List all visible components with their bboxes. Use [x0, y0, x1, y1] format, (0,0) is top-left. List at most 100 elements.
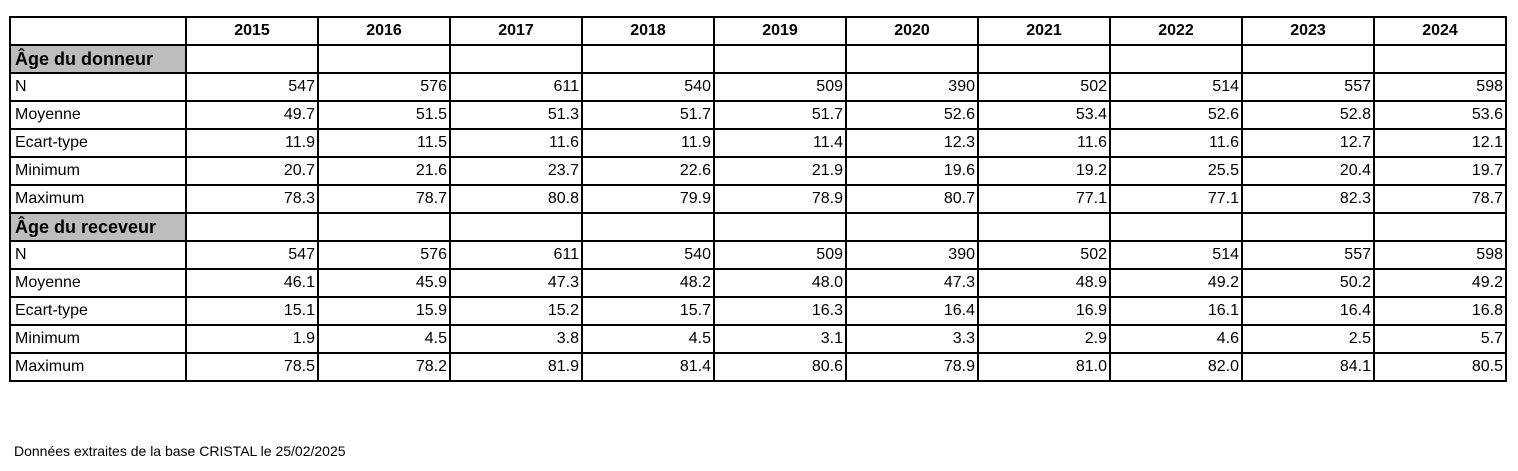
source-footnote: Données extraites de la base CRISTAL le … — [14, 443, 346, 459]
value-cell: 81.4 — [581, 352, 715, 382]
empty-cell — [845, 212, 979, 242]
empty-cell — [317, 212, 451, 242]
value-cell: 509 — [713, 240, 847, 270]
value-cell: 49.7 — [185, 100, 319, 130]
value-cell: 12.3 — [845, 128, 979, 158]
value-cell: 51.7 — [581, 100, 715, 130]
table-row: Minimum 1.9 4.5 3.8 4.5 3.1 3.3 2.9 4.6 2.5 5.7 — [9, 324, 1507, 354]
empty-cell — [449, 44, 583, 74]
value-cell: 48.0 — [713, 268, 847, 298]
empty-cell — [1109, 44, 1243, 74]
value-cell: 53.4 — [977, 100, 1111, 130]
value-cell: 46.1 — [185, 268, 319, 298]
value-cell: 80.7 — [845, 184, 979, 214]
value-cell: 547 — [185, 72, 319, 102]
value-cell: 15.9 — [317, 296, 451, 326]
value-cell: 78.7 — [1373, 184, 1507, 214]
value-cell: 78.7 — [317, 184, 451, 214]
value-cell: 16.4 — [845, 296, 979, 326]
value-cell: 502 — [977, 240, 1111, 270]
empty-cell — [317, 44, 451, 74]
value-cell: 15.7 — [581, 296, 715, 326]
year-header: 2022 — [1109, 16, 1243, 46]
table-row: Minimum 20.7 21.6 23.7 22.6 21.9 19.6 19.2 25.5 2… — [9, 156, 1507, 186]
year-header: 2018 — [581, 16, 715, 46]
year-header: 2024 — [1373, 16, 1507, 46]
value-cell: 16.4 — [1241, 296, 1375, 326]
empty-cell — [1373, 212, 1507, 242]
value-cell: 51.3 — [449, 100, 583, 130]
empty-cell — [845, 44, 979, 74]
value-cell: 80.8 — [449, 184, 583, 214]
value-cell: 78.2 — [317, 352, 451, 382]
year-header: 2015 — [185, 16, 319, 46]
row-label: N — [9, 72, 187, 102]
year-header: 2016 — [317, 16, 451, 46]
value-cell: 77.1 — [977, 184, 1111, 214]
value-cell: 540 — [581, 240, 715, 270]
value-cell: 576 — [317, 72, 451, 102]
row-label: Moyenne — [9, 268, 187, 298]
row-label: Moyenne — [9, 100, 187, 130]
value-cell: 598 — [1373, 240, 1507, 270]
value-cell: 78.9 — [713, 184, 847, 214]
table-row: N 547 576 611 540 509 390 502 514 557 598 — [9, 240, 1507, 270]
empty-cell — [581, 44, 715, 74]
row-label: Minimum — [9, 324, 187, 354]
value-cell: 80.5 — [1373, 352, 1507, 382]
row-label: Minimum — [9, 156, 187, 186]
value-cell: 11.6 — [977, 128, 1111, 158]
value-cell: 509 — [713, 72, 847, 102]
value-cell: 514 — [1109, 240, 1243, 270]
value-cell: 20.4 — [1241, 156, 1375, 186]
row-label: Ecart-type — [9, 296, 187, 326]
value-cell: 45.9 — [317, 268, 451, 298]
table-row: Ecart-type 11.9 11.5 11.6 11.9 11.4 12.3 11.6 11… — [9, 128, 1507, 158]
value-cell: 12.7 — [1241, 128, 1375, 158]
value-cell: 611 — [449, 72, 583, 102]
row-label: Maximum — [9, 352, 187, 382]
value-cell: 540 — [581, 72, 715, 102]
value-cell: 11.4 — [713, 128, 847, 158]
value-cell: 2.5 — [1241, 324, 1375, 354]
table-row: N 547 576 611 540 509 390 502 514 557 598 — [9, 72, 1507, 102]
section-title: Âge du donneur — [9, 44, 187, 74]
value-cell: 50.2 — [1241, 268, 1375, 298]
value-cell: 557 — [1241, 240, 1375, 270]
value-cell: 79.9 — [581, 184, 715, 214]
section-header-row: Âge du donneur — [9, 44, 1507, 74]
row-label: Ecart-type — [9, 128, 187, 158]
empty-cell — [185, 44, 319, 74]
value-cell: 82.0 — [1109, 352, 1243, 382]
empty-cell — [713, 44, 847, 74]
empty-cell — [185, 212, 319, 242]
value-cell: 16.9 — [977, 296, 1111, 326]
value-cell: 1.9 — [185, 324, 319, 354]
value-cell: 598 — [1373, 72, 1507, 102]
value-cell: 25.5 — [1109, 156, 1243, 186]
empty-cell — [713, 212, 847, 242]
value-cell: 21.9 — [713, 156, 847, 186]
empty-cell — [1109, 212, 1243, 242]
value-cell: 11.9 — [581, 128, 715, 158]
value-cell: 51.5 — [317, 100, 451, 130]
table-row: Moyenne 49.7 51.5 51.3 51.7 51.7 52.6 53.4 52.6 5… — [9, 100, 1507, 130]
table-row: Maximum 78.5 78.2 81.9 81.4 80.6 78.9 81.0 82.0 8… — [9, 352, 1507, 382]
value-cell: 20.7 — [185, 156, 319, 186]
value-cell: 80.6 — [713, 352, 847, 382]
value-cell: 78.5 — [185, 352, 319, 382]
year-header: 2019 — [713, 16, 847, 46]
value-cell: 16.3 — [713, 296, 847, 326]
value-cell: 12.1 — [1373, 128, 1507, 158]
value-cell: 3.8 — [449, 324, 583, 354]
value-cell: 3.3 — [845, 324, 979, 354]
value-cell: 11.6 — [449, 128, 583, 158]
value-cell: 576 — [317, 240, 451, 270]
value-cell: 3.1 — [713, 324, 847, 354]
value-cell: 53.6 — [1373, 100, 1507, 130]
value-cell: 81.0 — [977, 352, 1111, 382]
value-cell: 15.1 — [185, 296, 319, 326]
age-statistics-table: 2015 2016 2017 2018 2019 2020 2021 2022 … — [9, 16, 1507, 382]
year-header: 2021 — [977, 16, 1111, 46]
value-cell: 2.9 — [977, 324, 1111, 354]
